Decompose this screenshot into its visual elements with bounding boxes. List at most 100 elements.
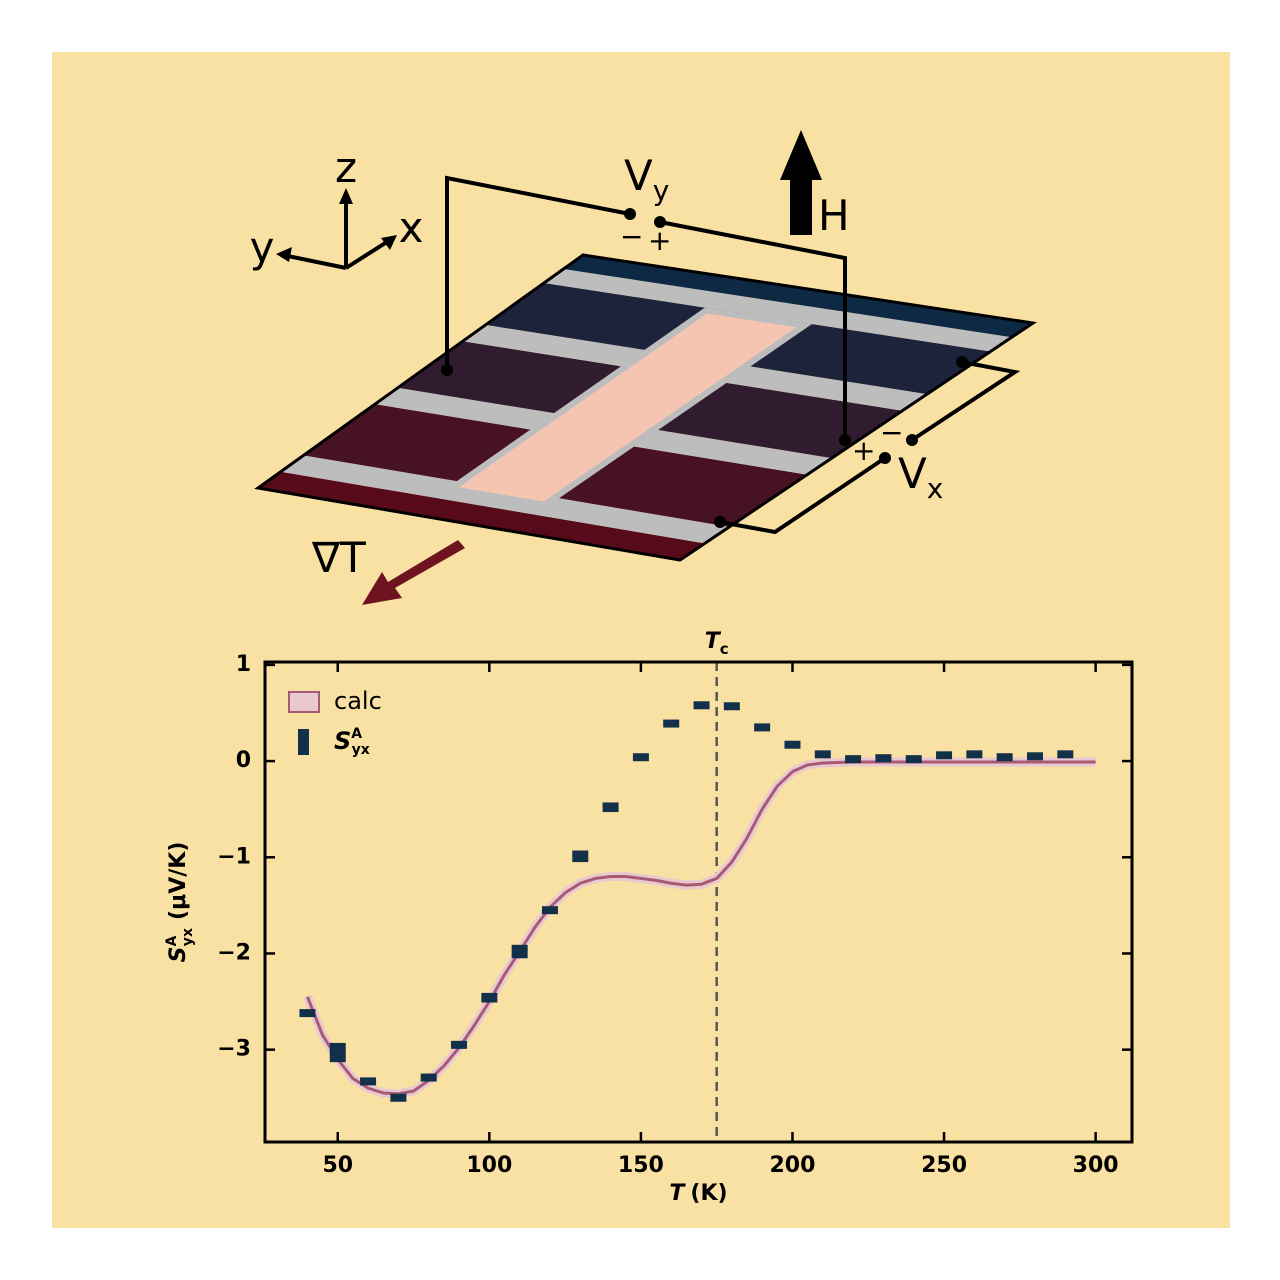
data-point bbox=[845, 755, 862, 764]
wire bbox=[445, 175, 631, 370]
legend-label: calc bbox=[334, 687, 382, 715]
x-tick-label: 50 bbox=[322, 1153, 353, 1178]
data-point bbox=[541, 906, 558, 915]
legend-name: S bbox=[334, 727, 351, 755]
symbol: T bbox=[705, 629, 722, 654]
data-point bbox=[1057, 750, 1074, 759]
x-axis-label: T (K) bbox=[669, 1181, 727, 1206]
axis-label: x bbox=[399, 203, 424, 252]
data-point bbox=[420, 1073, 437, 1082]
polarity: − bbox=[620, 220, 643, 253]
legend-marker bbox=[298, 729, 309, 755]
subscript: yx bbox=[352, 742, 370, 758]
y-tick-label: −3 bbox=[217, 1037, 251, 1062]
data-point bbox=[814, 750, 831, 759]
legend-marker bbox=[288, 691, 320, 713]
plate-band bbox=[544, 268, 1012, 352]
coordinate-axes bbox=[282, 196, 392, 270]
contacts bbox=[441, 208, 968, 528]
contact bbox=[839, 434, 851, 446]
arrowhead bbox=[339, 188, 353, 204]
x-tick-label: 100 bbox=[466, 1153, 512, 1178]
x-tick-label: 150 bbox=[618, 1153, 664, 1178]
contact bbox=[624, 208, 636, 220]
data-point bbox=[481, 992, 498, 1003]
y-tick-label: 0 bbox=[236, 748, 251, 773]
data-point bbox=[723, 702, 740, 711]
axis-arrow bbox=[282, 253, 347, 270]
legend-name: calc bbox=[334, 687, 382, 715]
wires bbox=[445, 175, 1021, 535]
axis-label: y bbox=[250, 223, 275, 272]
voltage-label: Vx bbox=[898, 449, 943, 505]
plot-frame bbox=[263, 660, 1134, 1144]
tc-label: Tc bbox=[705, 629, 729, 658]
y-tick-label: −2 bbox=[217, 940, 251, 965]
data-point bbox=[329, 1042, 346, 1063]
calc-line bbox=[306, 760, 1096, 1096]
data-point bbox=[905, 755, 922, 764]
contact bbox=[654, 216, 666, 228]
contact bbox=[956, 356, 968, 368]
data-point bbox=[693, 701, 710, 710]
x-tick-label: 300 bbox=[1073, 1153, 1119, 1178]
y-axis-label: SAyx (μV/K) bbox=[164, 842, 196, 963]
voltage-label: Vy bbox=[624, 151, 669, 207]
data-point bbox=[632, 753, 649, 762]
data-point bbox=[511, 944, 528, 959]
wire bbox=[719, 456, 887, 535]
superscript: A bbox=[164, 936, 180, 947]
data-point bbox=[451, 1040, 468, 1049]
data-point bbox=[996, 753, 1013, 762]
data-point bbox=[784, 740, 801, 749]
schematic-labels: z y x Vy − + H Vx − + ∇T bbox=[250, 143, 944, 582]
symbol: V bbox=[624, 151, 653, 200]
polarity: + bbox=[852, 434, 875, 467]
unit: (μV/K) bbox=[166, 842, 191, 920]
data-point bbox=[390, 1093, 407, 1102]
hall-bar bbox=[458, 313, 797, 502]
gradient-label: ∇T bbox=[311, 533, 366, 582]
subscript: c bbox=[720, 640, 729, 658]
axis-arrow bbox=[344, 238, 392, 270]
x-tick-label: 200 bbox=[770, 1153, 816, 1178]
contact bbox=[714, 516, 726, 528]
data-point bbox=[966, 750, 983, 759]
axis-label: z bbox=[335, 143, 357, 192]
data-point bbox=[602, 802, 619, 813]
arrowheads bbox=[276, 130, 822, 262]
device-schematic bbox=[254, 253, 1038, 562]
data-point bbox=[299, 1009, 316, 1018]
legend-label: SA yx bbox=[334, 726, 370, 758]
arrowhead bbox=[381, 235, 397, 250]
plate-outline bbox=[254, 253, 1038, 562]
symbol: T bbox=[669, 1181, 686, 1206]
polarity: + bbox=[648, 224, 671, 257]
contact bbox=[879, 452, 891, 464]
unit: (K) bbox=[690, 1181, 727, 1206]
data-point bbox=[572, 850, 589, 863]
gradient-arrow bbox=[362, 540, 465, 605]
y-tick-label: −1 bbox=[217, 844, 251, 869]
panel-background bbox=[52, 52, 1230, 1228]
data-point bbox=[1026, 752, 1043, 761]
contact bbox=[441, 364, 453, 376]
data-point bbox=[875, 754, 892, 763]
data-point bbox=[936, 751, 953, 760]
subscript: x bbox=[927, 472, 944, 505]
field-label: H bbox=[818, 191, 850, 240]
plate-band bbox=[563, 255, 1033, 338]
plate-band bbox=[258, 471, 705, 560]
data-point bbox=[360, 1077, 377, 1086]
contact bbox=[906, 434, 918, 446]
arrowhead bbox=[276, 247, 292, 262]
symbol: V bbox=[898, 449, 927, 498]
superscript: A bbox=[351, 726, 362, 742]
polarity: − bbox=[880, 416, 903, 449]
y-tick-label: 1 bbox=[236, 652, 251, 677]
data-point bbox=[754, 723, 771, 732]
wire bbox=[910, 360, 1021, 442]
subscript: y bbox=[653, 174, 670, 207]
